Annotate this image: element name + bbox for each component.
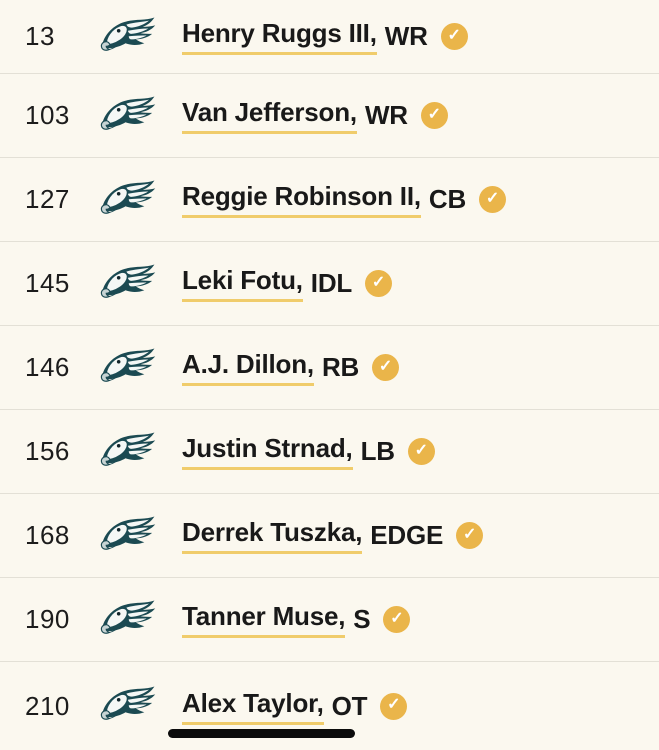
eagles-team-logo-icon	[100, 16, 156, 58]
drafted-check-badge: ✓	[420, 102, 448, 129]
player-info: Leki Fotu, IDL ✓	[182, 265, 393, 302]
player-name-link[interactable]: Henry Ruggs III,	[182, 18, 377, 55]
player-position: LB	[360, 436, 395, 466]
player-name-link[interactable]: Leki Fotu,	[182, 265, 303, 302]
drafted-check-badge: ✓	[372, 354, 400, 381]
drafted-check-badge: ✓	[380, 692, 408, 720]
eagles-team-logo-icon	[100, 347, 156, 389]
name-comma: ,	[316, 687, 324, 718]
drafted-check-badge: ✓	[456, 522, 484, 549]
player-position: RB	[321, 352, 360, 382]
draft-pick-row: 210 Alex Taylor, OT ✓	[0, 662, 659, 750]
name-comma: ,	[306, 349, 314, 379]
player-name: Justin Strnad	[182, 433, 346, 463]
pick-number: 156	[25, 436, 70, 466]
name-comma: ,	[369, 18, 377, 48]
player-position: IDL	[310, 268, 353, 298]
player-name: Derrek Tuszka	[182, 517, 356, 547]
player-info: Tanner Muse, S ✓	[182, 601, 411, 638]
eagles-team-logo-icon	[100, 515, 156, 557]
check-icon: ✓	[462, 525, 477, 543]
check-icon: ✓	[447, 26, 461, 44]
player-name: Tanner Muse	[182, 601, 339, 631]
eagles-team-logo-icon	[100, 685, 156, 727]
name-comma: ,	[338, 601, 346, 631]
pick-number: 103	[25, 100, 70, 130]
player-name: Henry Ruggs III	[182, 18, 370, 48]
check-icon: ✓	[390, 609, 404, 627]
check-icon: ✓	[378, 357, 393, 375]
eagles-team-logo-icon	[100, 95, 156, 137]
draft-pick-row: 168 Derrek Tuszka, EDGE ✓	[0, 494, 659, 578]
drafted-check-badge: ✓	[479, 186, 507, 213]
player-info: Derrek Tuszka, EDGE ✓	[182, 517, 484, 554]
player-position: CB	[428, 184, 467, 214]
check-icon: ✓	[414, 441, 429, 459]
pick-number: 127	[25, 184, 70, 214]
drafted-check-badge: ✓	[383, 606, 411, 633]
check-icon: ✓	[387, 696, 401, 713]
name-comma: ,	[295, 265, 303, 295]
eagles-team-logo-icon	[100, 179, 156, 221]
player-info: Van Jefferson, WR ✓	[182, 97, 448, 134]
black-marker-bar	[168, 729, 355, 738]
drafted-check-badge: ✓	[365, 270, 393, 297]
player-info: Henry Ruggs III, WR ✓	[182, 18, 468, 55]
draft-pick-row: 13 Henry Ruggs III, WR ✓	[0, 0, 659, 74]
player-info: Justin Strnad, LB ✓	[182, 433, 435, 470]
draft-pick-row: 146 A.J. Dillon, RB ✓	[0, 326, 659, 410]
draft-pick-row: 127 Reggie Robinson II, CB ✓	[0, 158, 659, 242]
name-comma: ,	[355, 517, 363, 547]
name-comma: ,	[349, 97, 357, 127]
player-position: EDGE	[370, 520, 444, 550]
name-comma: ,	[413, 181, 421, 211]
check-icon: ✓	[485, 189, 500, 207]
draft-pick-row: 145 Leki Fotu, IDL ✓	[0, 242, 659, 326]
player-info: Reggie Robinson II, CB ✓	[182, 181, 507, 218]
player-name-link[interactable]: Tanner Muse,	[182, 601, 345, 638]
player-name: Van Jefferson	[182, 97, 350, 127]
check-icon: ✓	[427, 105, 442, 123]
name-comma: ,	[345, 433, 353, 463]
drafted-check-badge: ✓	[440, 23, 468, 50]
draft-pick-row: 190 Tanner Muse, S ✓	[0, 578, 659, 662]
player-name-link[interactable]: Justin Strnad,	[182, 433, 353, 470]
player-name: A.J. Dillon	[182, 349, 307, 379]
player-name: Alex Taylor	[182, 687, 317, 718]
player-name-link[interactable]: A.J. Dillon,	[182, 349, 314, 386]
pick-number: 210	[25, 690, 70, 721]
draft-pick-row: 103 Van Jefferson, WR ✓	[0, 74, 659, 158]
eagles-team-logo-icon	[100, 263, 156, 305]
check-icon: ✓	[371, 273, 386, 291]
player-position: OT	[331, 690, 368, 721]
player-position: WR	[364, 100, 408, 130]
player-position: WR	[384, 21, 428, 51]
player-name-link[interactable]: Van Jefferson,	[182, 97, 357, 134]
pick-number: 145	[25, 268, 70, 298]
eagles-team-logo-icon	[100, 599, 156, 641]
player-position: S	[353, 604, 371, 634]
player-name-link[interactable]: Alex Taylor,	[182, 688, 324, 725]
player-name: Leki Fotu	[182, 265, 296, 295]
eagles-team-logo-icon	[100, 431, 156, 473]
pick-number: 13	[25, 21, 55, 51]
player-name-link[interactable]: Reggie Robinson II,	[182, 181, 421, 218]
pick-number: 168	[25, 520, 70, 550]
player-name: Reggie Robinson II	[182, 181, 414, 211]
pick-number: 190	[25, 604, 70, 634]
player-info: Alex Taylor, OT ✓	[182, 688, 408, 725]
drafted-check-badge: ✓	[407, 438, 435, 465]
player-name-link[interactable]: Derrek Tuszka,	[182, 517, 362, 554]
draft-pick-row: 156 Justin Strnad, LB ✓	[0, 410, 659, 494]
player-info: A.J. Dillon, RB ✓	[182, 349, 400, 386]
pick-number: 146	[25, 352, 70, 382]
